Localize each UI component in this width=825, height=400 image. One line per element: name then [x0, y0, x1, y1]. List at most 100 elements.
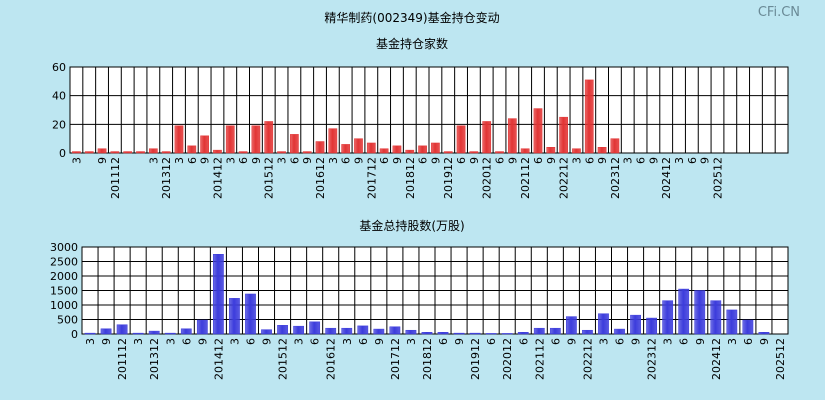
chart2-bar [630, 314, 641, 335]
chart1-xtick-label: 6 [686, 157, 699, 164]
chart1-xtick-label: 9 [199, 157, 212, 164]
chart1-ytick-label: 40 [52, 90, 66, 103]
chart1-bar [418, 145, 427, 154]
chart2-bar [710, 300, 722, 335]
chart2-bar [180, 328, 192, 335]
chart1-bar [302, 151, 312, 154]
chart1-bar [392, 145, 402, 154]
chart2-title: 基金总持股数(万股) [359, 218, 464, 233]
chart2-bar [132, 332, 144, 335]
chart2-bar [325, 327, 337, 335]
chart2-bar [421, 332, 433, 335]
chart1-bar [148, 148, 158, 154]
chart1-bar [379, 148, 389, 154]
chart1-xtick-label: 9 [699, 157, 712, 164]
chart2-bar [357, 325, 369, 335]
chart1-bar [366, 142, 376, 154]
chart2-xtick-label: 6 [678, 338, 691, 345]
chart2-ytick-label: 3000 [50, 241, 78, 254]
chart2-xtick-label: 3 [293, 338, 306, 345]
chart2-bar [758, 332, 770, 335]
chart1-xtick-label: 9 [596, 157, 609, 164]
chart2-xtick-label: 3 [228, 338, 241, 345]
chart1-xtick-label: 202112 [519, 157, 532, 199]
chart1-bar [72, 151, 81, 154]
chart1-bar [520, 148, 530, 154]
chart2-bar [614, 328, 625, 335]
chart2-xtick-label: 6 [309, 338, 322, 345]
chart2-xtick-label: 6 [485, 338, 498, 345]
chart1-xtick-label: 202412 [660, 157, 673, 199]
chart2-xtick-label: 3 [405, 338, 418, 345]
chart1-bar [123, 151, 133, 154]
chart1-xtick-label: 9 [250, 157, 263, 164]
chart2-xtick-label: 202412 [710, 338, 723, 380]
chart2-xtick-label: 6 [517, 338, 530, 345]
chart1-bar [610, 138, 620, 154]
chart1-bar [443, 151, 453, 154]
chart1-bar [174, 125, 184, 154]
chart1-bar [110, 151, 120, 154]
chart1-bar [341, 144, 351, 154]
chart2-bar [373, 328, 385, 335]
chart1-bar [84, 151, 94, 154]
chart1-xtick-label: 3 [622, 157, 635, 164]
chart2-xtick-label: 201912 [469, 338, 482, 380]
chart1-xtick-label: 9 [429, 157, 442, 164]
chart2-xtick-label: 6 [180, 338, 193, 345]
chart2-xtick-label: 201812 [421, 338, 434, 380]
chart1-xtick-label: 6 [378, 157, 391, 164]
chart2-bar [437, 332, 449, 335]
chart2-xtick-label: 3 [132, 338, 145, 345]
chart2-ytick-label: 0 [71, 328, 78, 341]
chart2-bar [566, 316, 577, 335]
chart2-xtick-label: 6 [742, 338, 755, 345]
chart1-bar [507, 118, 517, 154]
chart1-xtick-label: 3 [570, 157, 583, 164]
chart1-xtick-label: 9 [96, 157, 109, 164]
chart1-bar [238, 151, 248, 154]
chart2-xtick-label: 9 [100, 338, 113, 345]
chart2-bar [341, 327, 353, 335]
chart1-xtick-label: 201912 [442, 157, 455, 199]
chart2-bar [694, 290, 706, 335]
chart2-ytick-label: 2000 [50, 270, 78, 283]
chart1-xtick-label: 9 [545, 157, 558, 164]
chart1-xtick-label: 6 [288, 157, 301, 164]
chart1-xtick-label: 6 [186, 157, 199, 164]
chart2-bar [389, 326, 401, 335]
chart1-xtick-label: 201812 [404, 157, 417, 199]
chart1-xtick-label: 3 [147, 157, 160, 164]
chart1-xtick-label: 202012 [481, 157, 494, 199]
chart2-xtick-label: 202512 [774, 338, 787, 380]
chart1-bar [264, 121, 274, 154]
chart1-bar [187, 145, 197, 154]
chart1-xtick-label: 3 [673, 157, 686, 164]
chart2-bar [517, 332, 529, 335]
chart2-xtick-label: 6 [549, 338, 562, 345]
chart1-bar [456, 125, 466, 154]
chart1-xtick-label: 6 [237, 157, 250, 164]
chart2-xtick-label: 6 [437, 338, 450, 345]
chart2-xtick-label: 201112 [116, 338, 129, 380]
chart2-xtick-label: 3 [662, 338, 675, 345]
chart1-bar [405, 149, 415, 154]
chart1-xtick-label: 3 [70, 157, 83, 164]
chart2-xtick-label: 202212 [581, 338, 594, 380]
chart2-xtick-label: 3 [164, 338, 177, 345]
chart1-xtick-label: 201312 [160, 157, 173, 199]
chart2-xtick-label: 6 [244, 338, 257, 345]
chart1-xtick-label: 201412 [211, 157, 224, 199]
chart1-xtick-label: 202512 [711, 157, 724, 199]
chart2-bar [116, 324, 128, 335]
chart2-xtick-label: 201712 [389, 338, 402, 380]
chart1-bar [277, 151, 286, 154]
chart1-bar [584, 79, 594, 154]
chart1-xtick-label: 3 [173, 157, 186, 164]
chart2-bar [485, 333, 497, 335]
chart1-ytick-label: 0 [59, 147, 66, 160]
chart1-xtick-label: 3 [224, 157, 237, 164]
chart1-bar [136, 151, 145, 154]
chart2-bar [501, 333, 513, 335]
